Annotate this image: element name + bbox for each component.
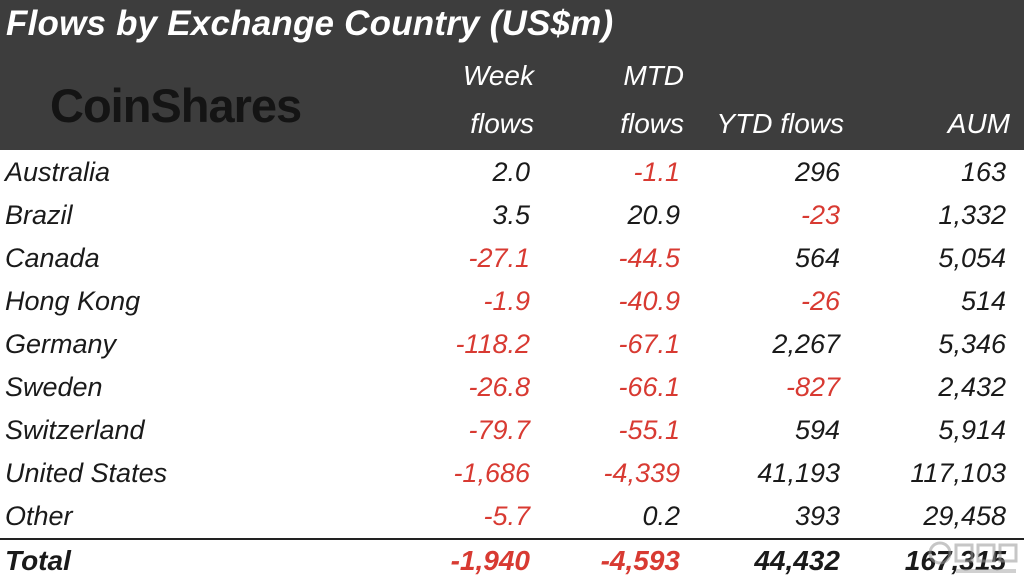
total-label: Total xyxy=(5,545,71,576)
week-cell: -26.8 xyxy=(468,372,530,402)
ytd-cell: 2,267 xyxy=(772,329,840,359)
table-header: Flows by Exchange Country (US$m) CoinSha… xyxy=(0,0,1024,150)
week-cell: -5.7 xyxy=(483,501,530,531)
week-cell: -1,686 xyxy=(453,458,530,488)
country-cell: Hong Kong xyxy=(5,286,141,316)
mtd-cell: -66.1 xyxy=(618,372,680,402)
col-mtd-line2: flows xyxy=(620,108,684,139)
aum-cell: 5,914 xyxy=(938,415,1006,445)
ytd-cell: 393 xyxy=(794,501,840,531)
week-cell: 2.0 xyxy=(492,157,530,187)
country-cell: United States xyxy=(5,458,168,488)
total-week: -1,940 xyxy=(450,545,530,576)
table-row: Other -5.7 0.2 393 29,458 xyxy=(0,496,1024,539)
table-row: Sweden -26.8 -66.1 -827 2,432 xyxy=(0,367,1024,410)
country-cell: Australia xyxy=(5,157,111,187)
week-cell: 3.5 xyxy=(492,200,530,230)
aum-cell: 163 xyxy=(960,157,1006,187)
country-cell: Sweden xyxy=(5,372,103,402)
total-divider xyxy=(0,538,1024,540)
aum-cell: 514 xyxy=(960,286,1006,316)
col-aum: AUM xyxy=(947,108,1010,139)
mtd-cell: -55.1 xyxy=(618,415,680,445)
aum-cell: 29,458 xyxy=(923,501,1006,531)
table-row: Switzerland -79.7 -55.1 594 5,914 xyxy=(0,410,1024,453)
ytd-cell: -827 xyxy=(785,372,840,402)
table-row: Hong Kong -1.9 -40.9 -26 514 xyxy=(0,281,1024,324)
mtd-cell: -44.5 xyxy=(618,243,680,273)
table-row: Brazil 3.5 20.9 -23 1,332 xyxy=(0,195,1024,238)
aum-cell: 2,432 xyxy=(938,372,1006,402)
col-week-line1: Week xyxy=(462,60,534,91)
ytd-cell: -23 xyxy=(800,200,840,230)
mtd-cell: 20.9 xyxy=(627,200,680,230)
mtd-cell: -67.1 xyxy=(618,329,680,359)
col-week-line2: flows xyxy=(470,108,534,139)
table-row: Canada -27.1 -44.5 564 5,054 xyxy=(0,238,1024,281)
table-row: Australia 2.0 -1.1 296 163 xyxy=(0,152,1024,195)
total-row: Total -1,940 -4,593 44,432 167,315 xyxy=(0,540,1024,583)
country-cell: Switzerland xyxy=(5,415,145,445)
mtd-cell: -4,339 xyxy=(603,458,680,488)
aum-cell: 1,332 xyxy=(938,200,1006,230)
mtd-cell: -1.1 xyxy=(633,157,680,187)
aum-cell: 5,054 xyxy=(938,243,1006,273)
mtd-cell: 0.2 xyxy=(642,501,680,531)
week-cell: -1.9 xyxy=(483,286,530,316)
week-cell: -27.1 xyxy=(468,243,530,273)
aum-cell: 117,103 xyxy=(910,458,1006,488)
table-row: Germany -118.2 -67.1 2,267 5,346 xyxy=(0,324,1024,367)
total-mtd: -4,593 xyxy=(600,545,680,576)
ytd-cell: -26 xyxy=(800,286,840,316)
country-cell: Brazil xyxy=(5,200,73,230)
page-title: Flows by Exchange Country (US$m) xyxy=(6,4,614,43)
country-cell: Germany xyxy=(5,329,117,359)
country-cell: Canada xyxy=(5,243,100,273)
country-cell: Other xyxy=(5,501,73,531)
ytd-cell: 594 xyxy=(794,415,840,445)
aum-cell: 5,346 xyxy=(938,329,1006,359)
coinshares-logo: CoinShares xyxy=(50,79,302,132)
mtd-cell: -40.9 xyxy=(618,286,680,316)
ytd-cell: 564 xyxy=(794,243,840,273)
ytd-cell: 296 xyxy=(794,157,840,187)
table-row: United States -1,686 -4,339 41,193 117,103 xyxy=(0,453,1024,496)
week-cell: -79.7 xyxy=(468,415,530,445)
week-cell: -118.2 xyxy=(455,329,530,359)
total-ytd: 44,432 xyxy=(754,545,840,576)
ytd-cell: 41,193 xyxy=(757,458,840,488)
col-mtd-line1: MTD xyxy=(623,60,684,91)
total-aum: 167,315 xyxy=(904,545,1006,576)
col-ytd: YTD flows xyxy=(716,108,844,139)
